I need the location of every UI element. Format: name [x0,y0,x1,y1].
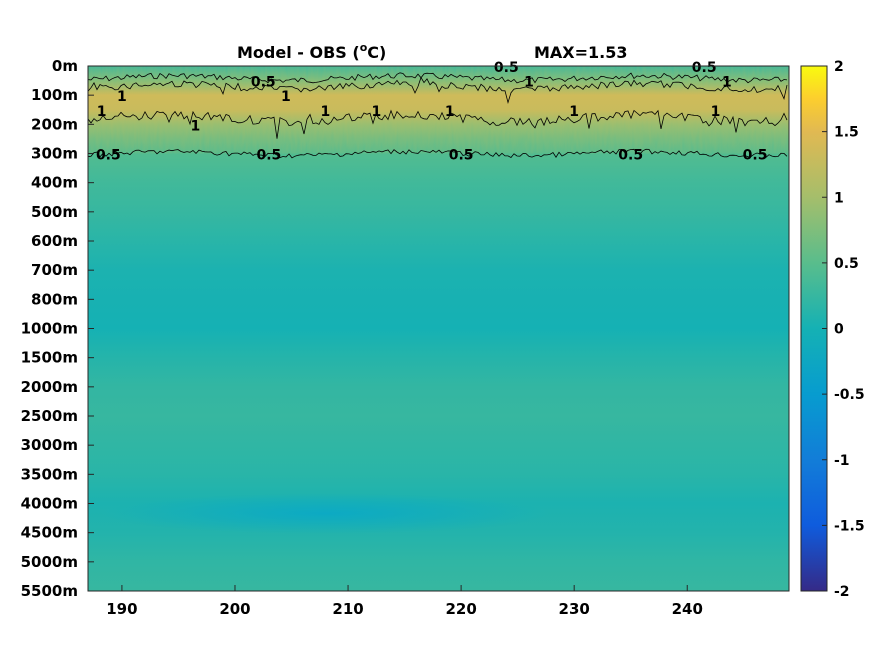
y-tick-label: 5000m [21,553,78,571]
y-tick-label: 600m [31,232,78,250]
contour-line-0.5-lower [87,148,788,159]
contour-label: 1 [97,104,107,120]
contour-line-0.5-upper [87,72,788,84]
contour-label: 1 [321,104,331,120]
y-tick-label: 300m [31,145,78,163]
x-tick-label: 230 [559,600,590,618]
deep-cold-patch [101,493,550,534]
y-tick-label: 0m [52,57,78,75]
contour-line-1-upper [87,76,788,104]
colorbar-ticks: 2 1.5 1 0.5 0 -0.5 -1 -1.5 -2 [822,59,865,600]
x-tick-label: 200 [219,600,250,618]
x-tick-label: 190 [106,600,137,618]
plot-area: 0.50.5 0.51 11 11 1 1 1 1 110.5 0.5 0.5 0.5 0.5 [87,60,790,592]
x-axis: 190 200 210 220 230 240 [106,585,703,618]
y-tick-label: 2000m [21,378,78,396]
contour-label: 1 [371,104,381,120]
y-tick-label: 4500m [21,524,78,542]
contour-label: 0.5 [743,148,768,164]
warm-texture [88,66,789,154]
contour-label: 1 [711,104,721,120]
contour-label: 1 [117,89,127,105]
colorbar-tick-label: -1 [834,453,850,469]
contour-label: 1 [524,75,534,91]
contour-label: 0.5 [449,148,474,164]
y-tick-label: 200m [31,115,78,133]
y-tick-label: 4000m [21,495,78,513]
colorbar: 2 1.5 1 0.5 0 -0.5 -1 -1.5 -2 [800,59,865,600]
y-axis: 0m 100m 200m 300m 400m 500m 600m 700m 800m 1000m 1… [21,57,94,600]
contour-label: 0.5 [251,75,276,91]
chart-title: Model - OBS (oC) [237,41,386,62]
contour-label: 1 [445,104,455,120]
colorbar-tick-label: 1 [834,190,844,206]
colorbar-tick-label: 0.5 [834,256,859,272]
y-tick-label: 500m [31,203,78,221]
contour-label: 0.5 [618,148,643,164]
y-tick-label: 2500m [21,407,78,425]
x-tick-label: 210 [332,600,363,618]
contour-line-1-lower [87,109,788,139]
y-tick-label: 3000m [21,436,78,454]
y-tick-label: 400m [31,174,78,192]
contour-lines [87,72,788,159]
y-tick-label: 700m [31,261,78,279]
contour-label: 1 [722,75,732,91]
contour-label: 0.5 [96,148,121,164]
y-tick-label: 800m [31,290,78,308]
colorbar-tick-label: -1.5 [834,518,865,534]
y-tick-label: 5500m [21,582,78,600]
colorbar-tick-label: 0 [834,322,844,338]
x-tick-label: 220 [445,600,476,618]
y-tick-label: 3500m [21,465,78,483]
colorbar-tick-label: 1.5 [834,125,859,141]
contour-label: 1 [191,118,201,134]
colorbar-tick-label: -2 [834,584,850,600]
colorbar-tick-label: -0.5 [834,387,865,403]
contour-labels: 0.50.5 0.51 11 11 1 1 1 1 110.5 0.5 0.5 0.5 0.5 [96,60,768,164]
contour-label: 0.5 [256,148,281,164]
y-tick-label: 1000m [21,320,78,338]
x-tick-label: 240 [672,600,703,618]
contour-label: 1 [569,104,579,120]
max-label: MAX=1.53 [534,43,628,62]
contour-label: 1 [281,89,291,105]
contour-label: 0.5 [692,60,717,76]
colorbar-tick-label: 2 [834,59,844,75]
y-tick-label: 100m [31,86,78,104]
contour-label: 0.5 [494,60,519,76]
y-tick-label: 1500m [21,349,78,367]
